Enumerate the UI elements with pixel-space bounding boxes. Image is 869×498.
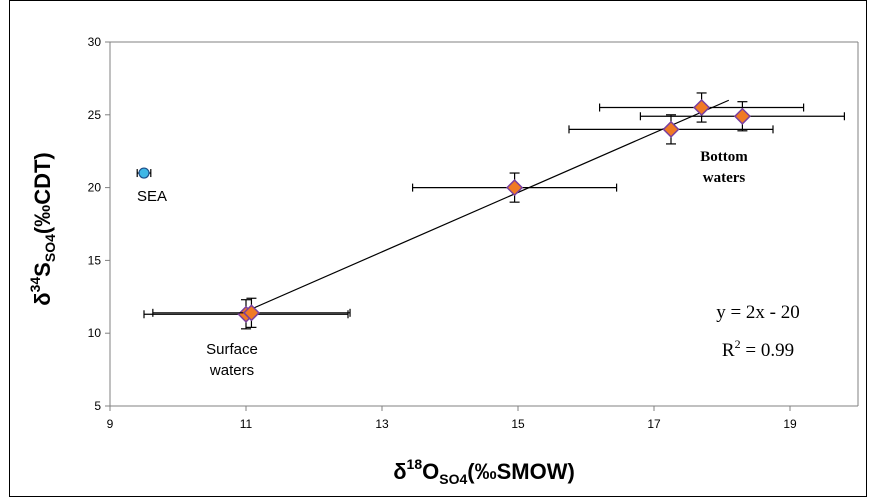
y-title-sub: SO4	[42, 234, 58, 262]
y-tick-label: 10	[88, 326, 102, 340]
bottom-waters-label-line1: Bottom	[700, 149, 748, 165]
scatter-chart: 9 11 13 15 17 19 5 10 15 20 25 30 SEA Surface water…	[27, 35, 859, 487]
x-title-element: O	[422, 459, 439, 484]
x-tick-label: 15	[511, 417, 525, 431]
r-squared-sup: 2	[735, 337, 741, 351]
r-squared: R2 = 0.99	[722, 337, 794, 361]
sample-point	[733, 107, 751, 125]
axis-ticks: 9 11 13 15 17 19 5 10 15 20 25 30	[88, 35, 797, 431]
regression-equation: y = 2x - 20	[716, 302, 800, 323]
plot-area	[109, 41, 859, 407]
y-tick-label: 25	[88, 108, 102, 122]
x-title-unit: (‰SMOW)	[467, 459, 575, 484]
figure-frame: 9 11 13 15 17 19 5 10 15 20 25 30 SEA Surface water…	[9, 0, 867, 497]
y-title-sup: 34	[27, 277, 43, 293]
surface-waters-label-line1: Surface	[206, 341, 258, 358]
y-title-delta: δ	[30, 292, 55, 305]
y-title-unit: (‰CDT)	[30, 152, 55, 234]
r-squared-value: = 0.99	[741, 340, 794, 361]
y-title-element: S	[30, 262, 55, 277]
bottom-waters-label-line2: waters	[703, 170, 746, 186]
sample-point	[662, 120, 680, 138]
sample-point	[506, 179, 524, 197]
x-axis-title: δ18OSO4(‰SMOW)	[393, 456, 575, 487]
x-title-sup: 18	[407, 456, 423, 472]
r-squared-r: R	[722, 340, 735, 361]
x-tick-label: 19	[783, 417, 797, 431]
sample-point	[242, 304, 261, 322]
chart-marks	[136, 92, 846, 330]
y-tick-label: 15	[88, 253, 102, 267]
surface-waters-label-line2: waters	[209, 362, 254, 379]
sea-point	[138, 167, 150, 179]
trendline	[245, 99, 730, 312]
y-tick-label: 30	[88, 35, 102, 49]
sample-point	[693, 98, 711, 117]
y-tick-label: 5	[94, 399, 101, 413]
x-tick-label: 13	[375, 417, 389, 431]
x-tick-label: 17	[647, 417, 661, 431]
x-title-delta: δ	[393, 459, 406, 484]
x-tick-label: 11	[240, 417, 253, 431]
y-axis-title: δ34SSO4(‰CDT)	[27, 152, 58, 306]
sea-label: SEA	[137, 188, 167, 205]
y-tick-label: 20	[88, 181, 102, 195]
x-tick-label: 9	[107, 417, 114, 431]
x-title-sub: SO4	[439, 471, 467, 487]
